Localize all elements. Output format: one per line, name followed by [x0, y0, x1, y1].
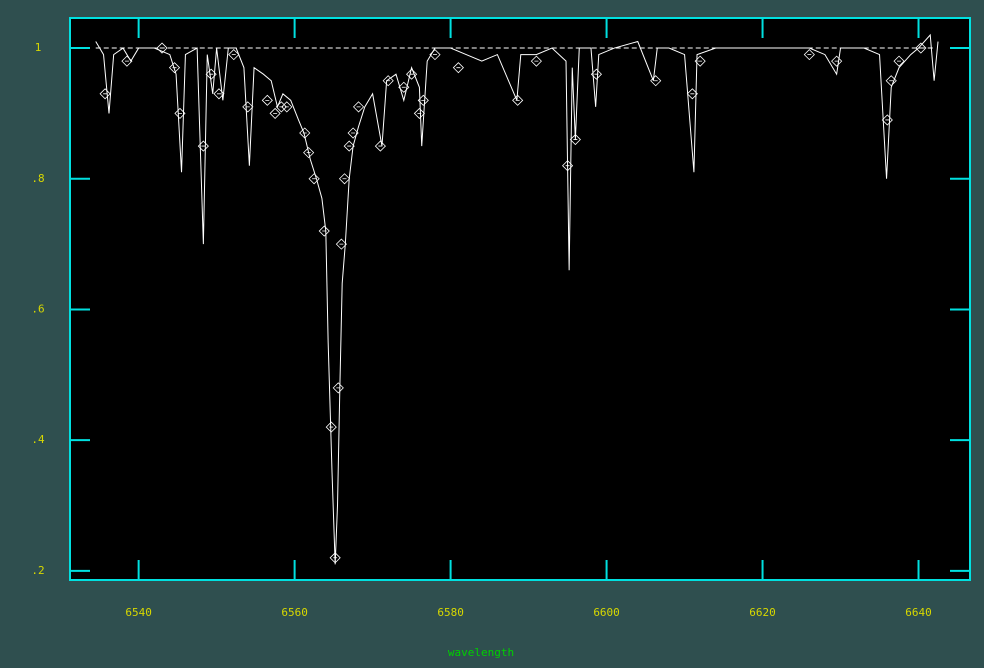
feature-marker — [881, 114, 893, 126]
feature-marker — [228, 49, 240, 61]
x-tick-label: 6620 — [749, 606, 776, 619]
feature-marker — [694, 55, 706, 67]
feature-marker — [205, 68, 217, 80]
feature-marker — [417, 94, 429, 106]
feature-marker — [174, 107, 186, 119]
x-axis-label: wavelength — [448, 646, 514, 659]
feature-marker — [452, 62, 464, 74]
x-tick-label: 6560 — [281, 606, 308, 619]
plot-area — [70, 18, 970, 580]
feature-marker — [413, 107, 425, 119]
feature-marker — [269, 107, 281, 119]
y-tick-label: 1 — [35, 41, 42, 54]
feature-marker — [347, 127, 359, 139]
feature-marker — [299, 127, 311, 139]
feature-marker — [343, 140, 355, 152]
feature-marker — [893, 55, 905, 67]
feature-marker — [318, 225, 330, 237]
feature-marker — [650, 75, 662, 87]
feature-marker — [512, 94, 524, 106]
feature-marker — [338, 173, 351, 185]
feature-marker — [382, 75, 394, 87]
plot-frame — [69, 17, 971, 581]
y-tick-label: .2 — [31, 564, 44, 577]
x-tick-label: 6540 — [125, 606, 152, 619]
feature-marker — [332, 382, 344, 394]
feature-marker — [885, 75, 897, 87]
feature-marker — [530, 55, 542, 67]
x-tick-label: 6600 — [593, 606, 620, 619]
feature-marker — [121, 55, 133, 67]
feature-marker — [374, 140, 386, 152]
feature-marker — [325, 421, 337, 433]
feature-marker — [569, 133, 581, 146]
feature-marker — [242, 101, 254, 113]
feature-marker — [168, 62, 181, 74]
y-tick-label: .4 — [31, 433, 45, 446]
feature-marker — [352, 101, 365, 113]
feature-marker — [99, 88, 111, 100]
feature-marker — [562, 160, 574, 172]
feature-marker — [803, 49, 815, 61]
y-tick-label: .8 — [31, 172, 44, 185]
y-tick-label: .6 — [31, 302, 44, 315]
feature-marker — [398, 81, 410, 93]
feature-marker — [303, 147, 315, 159]
x-tick-label: 6640 — [905, 606, 932, 619]
feature-marker — [406, 68, 418, 80]
feature-marker — [213, 88, 225, 100]
feature-marker — [590, 68, 602, 80]
feature-marker — [329, 552, 341, 564]
feature-marker — [429, 49, 441, 61]
feature-marker — [261, 94, 273, 106]
feature-marker — [197, 140, 209, 152]
feature-marker — [831, 55, 843, 67]
feature-marker — [686, 88, 698, 100]
feature-marker — [281, 101, 293, 113]
x-tick-label: 6580 — [437, 606, 464, 619]
feature-marker — [308, 173, 320, 185]
feature-marker — [335, 238, 347, 250]
